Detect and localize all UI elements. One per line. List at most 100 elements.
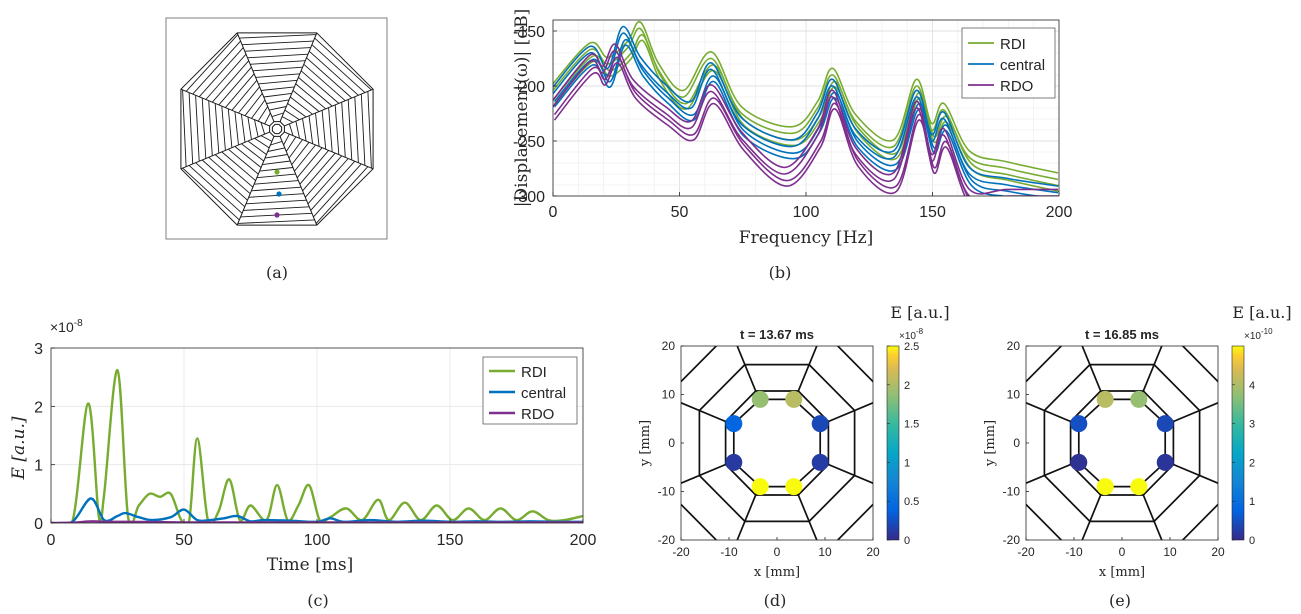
panel-c-legend-label-rdo: RDO <box>521 406 554 423</box>
panel-b-legend-box <box>961 27 1056 99</box>
map-web-ring-2 <box>681 346 873 540</box>
web-spiral-segment <box>256 173 296 179</box>
web-spiral-segment <box>208 156 251 195</box>
web-spiral-segment <box>302 152 336 192</box>
panel-c-legend: RDI central RDO <box>482 356 578 425</box>
panel-b-ytick-label: -300 <box>513 189 545 206</box>
web-spiral-segment <box>288 123 294 136</box>
panel-b-ytick-label: -150 <box>513 24 545 41</box>
web-spiral-segment <box>244 93 263 116</box>
web-spiral-segment <box>264 154 288 159</box>
map-web-ring-2 <box>1026 346 1218 540</box>
web-spiral-segment <box>315 166 369 224</box>
web-spiral-segment <box>262 160 291 166</box>
panel-b-ylabel: |Displacement(ω)| [dB] <box>512 9 532 207</box>
panel-d-colorbar-ticks: 2.5 2 1.5 1 0.5 0 <box>887 341 919 547</box>
web-spiral-segment <box>208 100 213 156</box>
web-spiral-segment <box>260 135 273 142</box>
web-spiral-segment <box>225 73 255 108</box>
web-spiral-segment <box>287 103 307 118</box>
panel-c-exponent: ×10-8 <box>50 318 83 335</box>
panel-b-legend-label-rdi: RDI <box>1000 36 1026 53</box>
web-spiral-segment <box>328 107 333 152</box>
map-ytick-label: 20 <box>662 339 676 353</box>
panel-c-grid <box>51 348 583 523</box>
colorbar-tick-label: 1.5 <box>904 419 919 431</box>
panel-b-frequency-chart: 0 50 100 150 200 -150 -200 -250 -300 Frequency [… <box>512 9 1072 282</box>
map-xtick-label: 10 <box>818 545 832 559</box>
panel-d-xlabel: x [mm] <box>754 565 800 580</box>
web-spiral-segment <box>260 122 266 135</box>
panel-e-colorbar <box>1232 346 1244 540</box>
web-spiral-segment <box>292 90 320 112</box>
web-spiral-segment <box>288 139 303 159</box>
web-spiral-segment <box>251 99 266 119</box>
panel-e-nodes <box>1070 390 1174 496</box>
panel-label-d: (d) <box>764 591 787 610</box>
central-marker <box>276 191 282 197</box>
web-spiral-segment <box>304 155 343 198</box>
panel-c-ylabel: E [a.u.] <box>9 416 29 480</box>
map-web-radial <box>1081 346 1105 400</box>
web-spiral-segment <box>195 162 246 208</box>
map-xtick-label: 0 <box>1119 545 1126 559</box>
map-web-radial <box>819 460 873 485</box>
web-spiral-segment <box>231 80 258 111</box>
map-node <box>811 415 829 433</box>
panel-b-line-rdi <box>553 20 1059 174</box>
panel-c-ytick-label: 1 <box>34 458 43 475</box>
panel-c-xtick-label: 50 <box>175 532 193 549</box>
web-spiral-segment <box>313 163 362 218</box>
map-node <box>785 478 803 496</box>
map-node <box>725 453 743 471</box>
panel-e-ylabel: y [mm] <box>983 420 998 467</box>
web-spiral-segment <box>347 99 353 161</box>
panel-b-xtick-label: 100 <box>793 204 820 221</box>
map-node <box>1156 415 1174 433</box>
panel-e-colorbar-ticks: 4 3 2 1 0 <box>1232 380 1255 547</box>
map-ytick-label: -20 <box>658 533 676 547</box>
panel-b-line-rdo <box>553 50 1058 196</box>
map-xtick-label: 0 <box>774 545 781 559</box>
web-spiral-segment <box>241 143 264 162</box>
panel-c-ytick-label: 3 <box>34 341 43 358</box>
panel-c-exponent-base: ×10 <box>50 319 74 335</box>
panel-d-ylabel: y [mm] <box>638 420 653 467</box>
web-spiral-segment <box>367 91 372 169</box>
panel-c-energy-chart: 0 50 100 150 200 0 1 2 3 ×10-8 Time [ms] E [a.u.… <box>9 318 596 610</box>
map-web-radial <box>794 486 818 540</box>
colorbar-tick-label: 2 <box>1249 457 1255 469</box>
map-web-radial <box>1164 460 1218 485</box>
panel-a-frame <box>165 17 388 240</box>
web-spiral-segment <box>238 86 260 114</box>
map-ytick-label: 0 <box>668 436 675 450</box>
panel-label-a: (a) <box>266 263 288 282</box>
web-spiral-segment <box>308 50 359 96</box>
panel-b-ytick-label: -250 <box>513 134 545 151</box>
map-web-radial <box>681 401 735 426</box>
panel-d-nodes <box>725 390 829 496</box>
map-node <box>811 453 829 471</box>
map-node <box>1096 478 1114 496</box>
panel-c-xtick-label: 150 <box>437 532 464 549</box>
web-spiral-segment <box>258 79 298 85</box>
web-spiral-segment <box>195 95 200 162</box>
web-spiral-segment <box>248 193 304 198</box>
web-spiral-segment <box>243 206 310 211</box>
web-spiral-segment <box>295 83 326 110</box>
web-spiral-segment <box>201 97 207 159</box>
web-spiral-segment <box>234 111 239 146</box>
web-spiral-segment <box>242 40 314 46</box>
panel-b-xlabel: Frequency [Hz] <box>739 228 873 248</box>
map-ytick-label: -10 <box>658 485 676 499</box>
web-spiral-segment <box>306 57 353 99</box>
web-spiral-segment <box>270 140 283 146</box>
web-spiral-segment <box>283 133 290 146</box>
web-spiral-segment <box>254 180 299 185</box>
web-spiral-segment <box>239 34 317 39</box>
map-node <box>785 390 803 408</box>
map-web-radial <box>1164 401 1218 426</box>
web-spiral-segment <box>314 37 372 91</box>
